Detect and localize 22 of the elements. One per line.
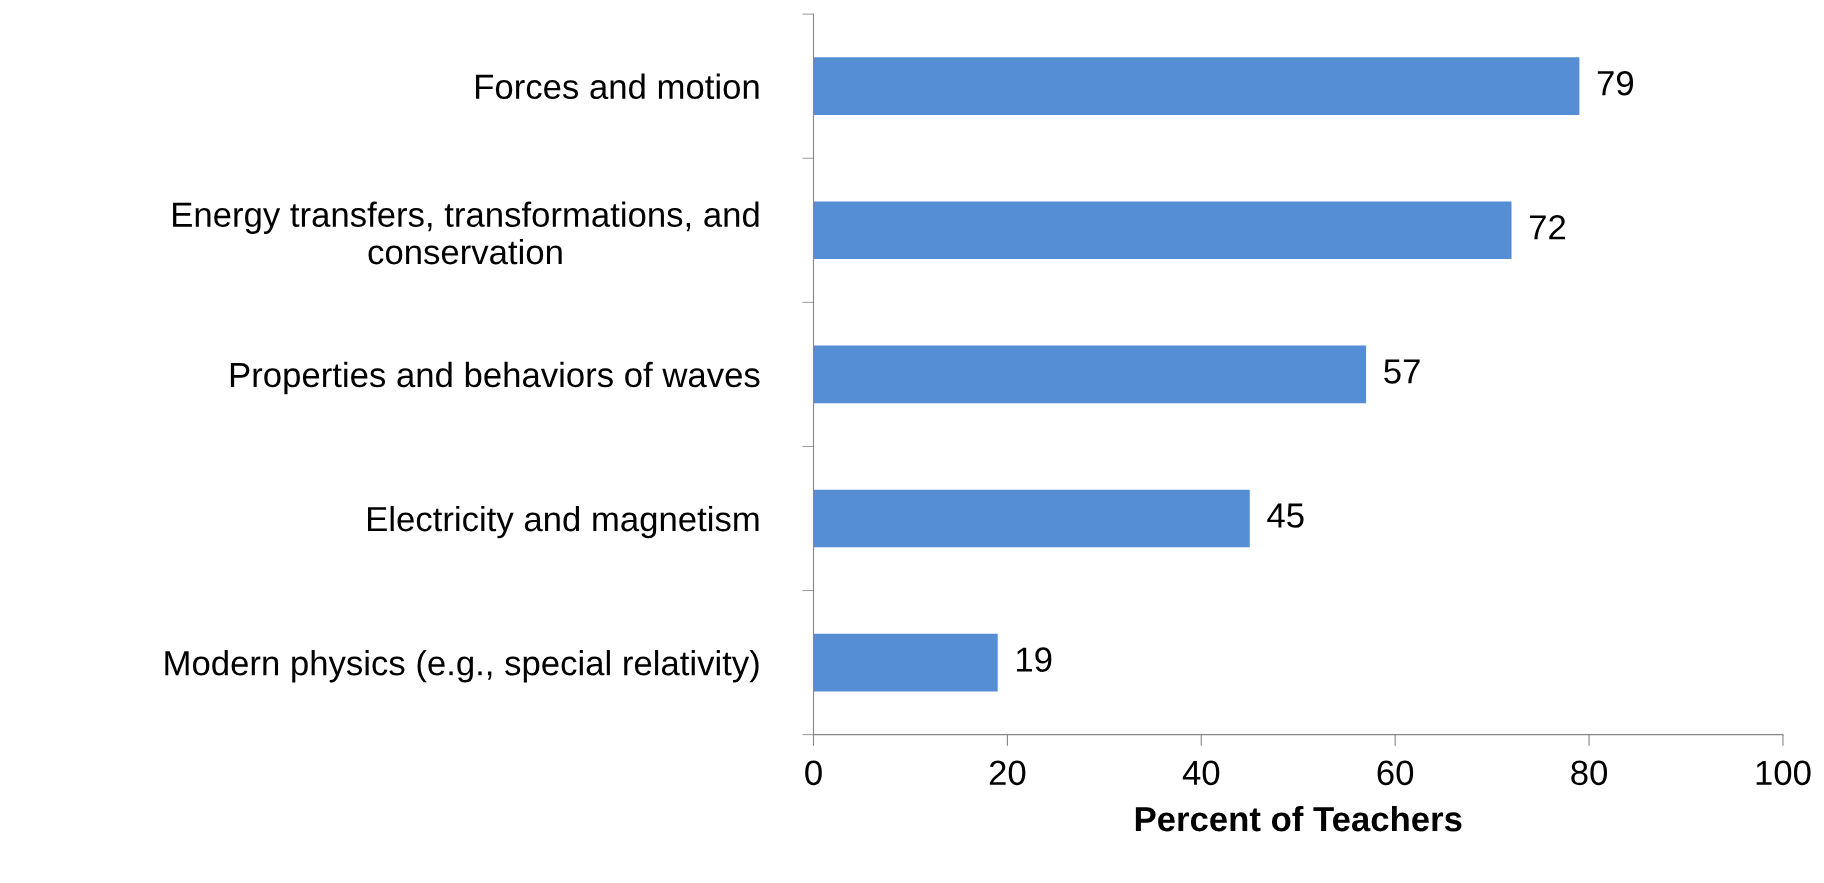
x-tick-label: 40: [1182, 760, 1220, 786]
data-label: 72: [1529, 215, 1566, 240]
y-tick-label: Forces and motion: [476, 73, 759, 100]
bar: [813, 201, 1512, 260]
x-tick-label: 0: [805, 760, 822, 786]
x-tick-label: 80: [1571, 760, 1608, 786]
bar: [813, 57, 1580, 115]
x-axis-title: Percent of Teachers: [1135, 805, 1462, 832]
y-tick-label: Properties and behaviors of waves: [230, 361, 760, 395]
bar: [813, 345, 1367, 404]
y-tick-label: Modern physics (e.g., special relativity): [165, 650, 759, 683]
data-label: 45: [1267, 503, 1304, 528]
x-tick-label: 20: [989, 760, 1026, 786]
data-label: 19: [1017, 647, 1052, 672]
data-label: 79: [1597, 70, 1634, 96]
y-tick-label: Electricity and magnetism: [368, 505, 759, 539]
data-label: 57: [1384, 359, 1420, 384]
x-tick-label: 100: [1756, 760, 1811, 786]
bar: [813, 489, 1250, 548]
x-tick-label: 60: [1377, 760, 1414, 786]
bar: [813, 633, 998, 692]
y-tick-label: Energy transfers, transformations, and conservation: [173, 201, 759, 265]
